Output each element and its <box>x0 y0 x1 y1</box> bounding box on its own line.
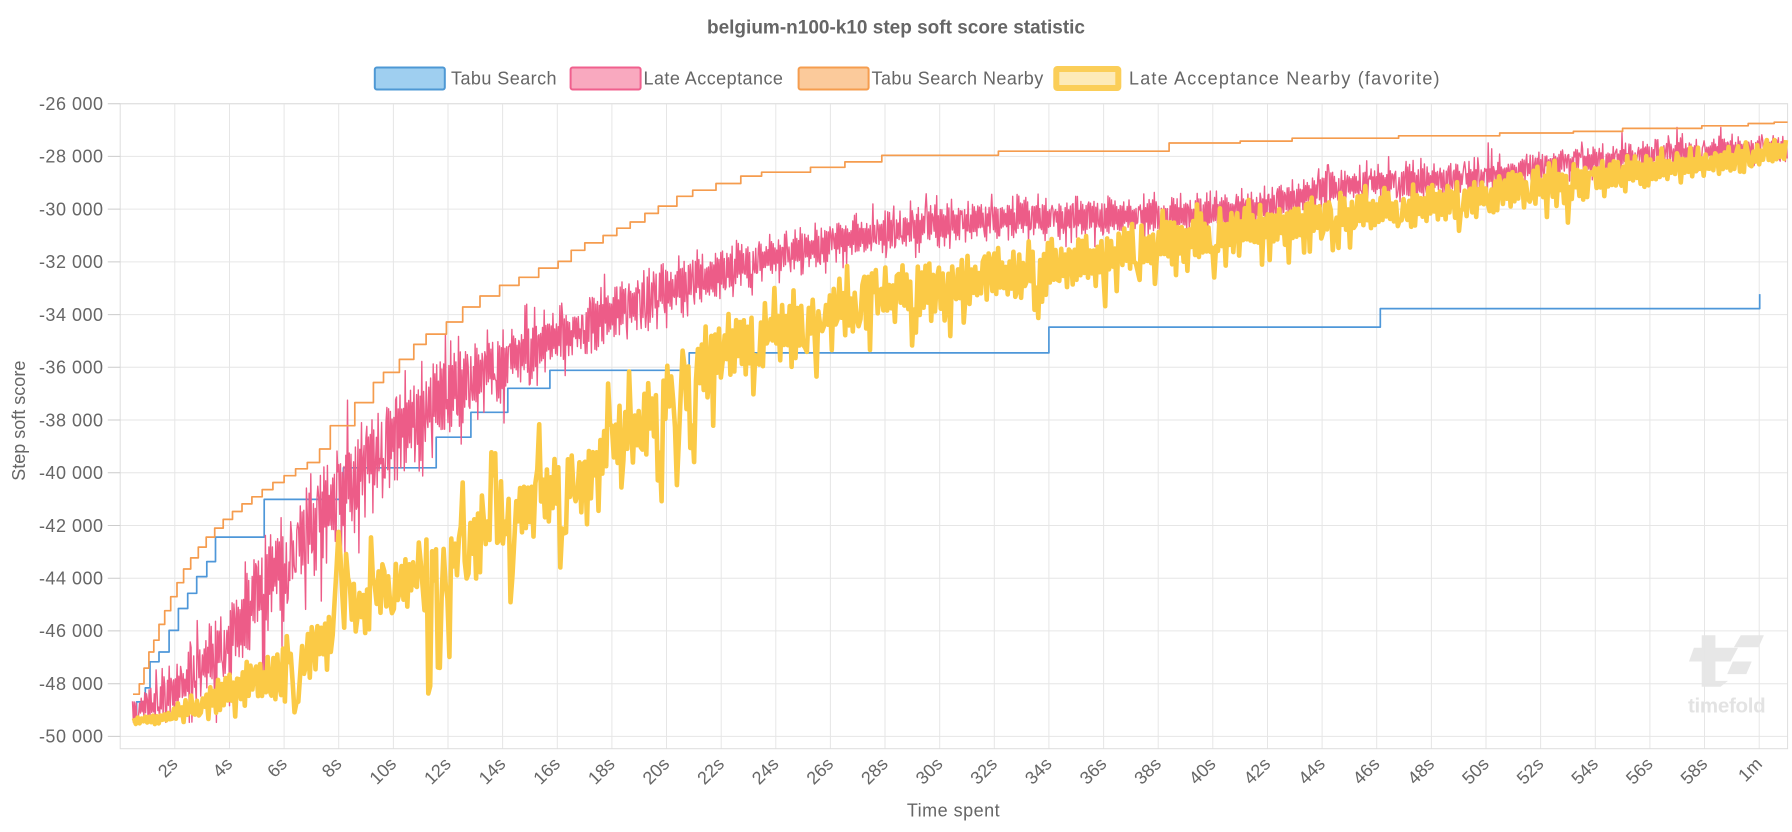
svg-text:belgium-n100-k10 step soft sco: belgium-n100-k10 step soft score statist… <box>707 18 1085 39</box>
svg-text:Late Acceptance: Late Acceptance <box>644 69 784 89</box>
svg-text:-44 000: -44 000 <box>39 569 104 589</box>
svg-text:-30 000: -30 000 <box>39 199 104 219</box>
svg-text:-48 000: -48 000 <box>39 674 104 694</box>
svg-text:-32 000: -32 000 <box>39 252 104 272</box>
svg-text:-40 000: -40 000 <box>39 463 104 483</box>
svg-text:-26 000: -26 000 <box>39 94 104 114</box>
svg-text:Late Acceptance Nearby (favori: Late Acceptance Nearby (favorite) <box>1129 69 1441 89</box>
svg-text:Time spent: Time spent <box>907 801 1000 821</box>
svg-text:timefold: timefold <box>1688 695 1765 718</box>
svg-text:Tabu Search: Tabu Search <box>451 69 557 89</box>
svg-text:-50 000: -50 000 <box>39 727 104 747</box>
svg-text:-28 000: -28 000 <box>39 147 104 167</box>
svg-text:-38 000: -38 000 <box>39 410 104 430</box>
svg-text:-46 000: -46 000 <box>39 621 104 641</box>
svg-text:-42 000: -42 000 <box>39 516 104 536</box>
svg-text:-36 000: -36 000 <box>39 358 104 378</box>
svg-text:-34 000: -34 000 <box>39 305 104 325</box>
svg-text:Tabu Search Nearby: Tabu Search Nearby <box>872 69 1044 89</box>
svg-text:Step soft score: Step soft score <box>9 361 29 481</box>
